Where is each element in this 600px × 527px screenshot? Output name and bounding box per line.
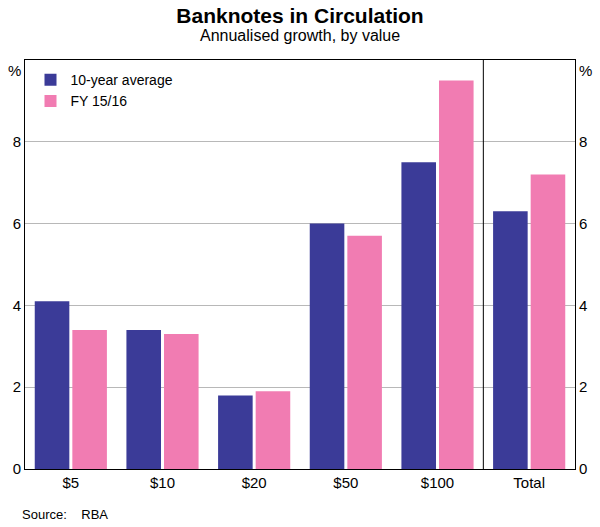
svg-text:2: 2	[579, 378, 587, 395]
svg-text:FY 15/16: FY 15/16	[71, 93, 128, 109]
svg-text:$50: $50	[333, 474, 358, 491]
svg-text:%: %	[8, 62, 21, 79]
svg-text:0: 0	[579, 460, 587, 477]
svg-text:Source: RBA: Source: RBA	[22, 507, 108, 522]
svg-text:$5: $5	[62, 474, 79, 491]
svg-text:8: 8	[579, 133, 587, 150]
svg-text:4: 4	[13, 297, 21, 314]
svg-text:%: %	[579, 62, 592, 79]
svg-text:4: 4	[579, 297, 587, 314]
svg-text:Banknotes in Circulation: Banknotes in Circulation	[176, 4, 423, 27]
svg-text:6: 6	[13, 215, 21, 232]
svg-text:$10: $10	[150, 474, 175, 491]
svg-text:$100: $100	[421, 474, 454, 491]
svg-text:$20: $20	[242, 474, 267, 491]
svg-text:Annualised growth, by value: Annualised growth, by value	[200, 27, 400, 44]
svg-text:8: 8	[13, 133, 21, 150]
svg-text:10-year average: 10-year average	[71, 72, 173, 88]
svg-text:2: 2	[13, 378, 21, 395]
svg-text:0: 0	[13, 460, 21, 477]
svg-text:6: 6	[579, 215, 587, 232]
svg-text:Total: Total	[513, 474, 545, 491]
